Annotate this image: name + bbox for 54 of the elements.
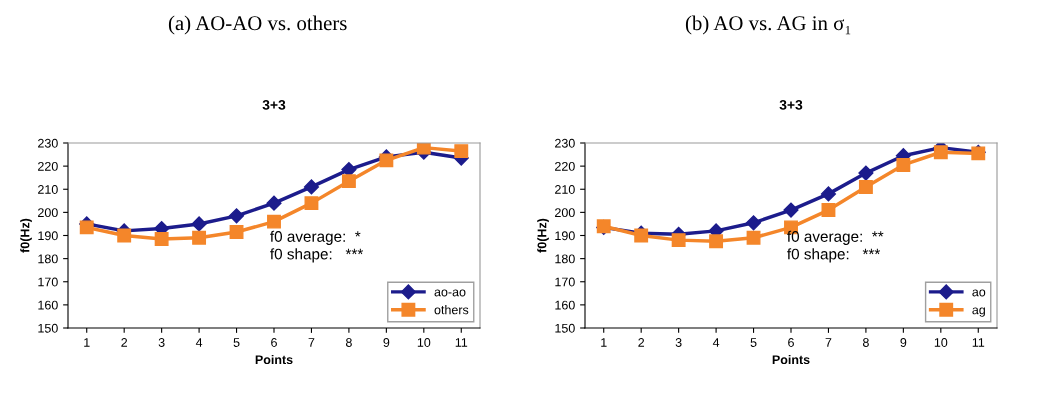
y-tick-label: 180	[555, 254, 575, 264]
x-tick-label: 4	[195, 338, 203, 347]
x-tick-label: 3	[158, 338, 165, 347]
y-tick-label: 170	[555, 277, 575, 287]
chart-subtitle: 3+3	[262, 99, 286, 110]
x-tick-label: 2	[638, 338, 645, 347]
y-tick-label: 150	[555, 323, 575, 333]
x-tick-label: 7	[308, 338, 315, 347]
x-tick-label: 5	[233, 338, 240, 347]
y-tick-label: 220	[555, 161, 575, 171]
x-tick-label: 4	[712, 338, 720, 347]
y-tick-label: 200	[38, 208, 58, 218]
x-tick-label: 5	[750, 338, 757, 347]
x-tick-label: 6	[271, 338, 277, 347]
y-tick-label: 200	[555, 208, 575, 218]
x-axis-title: Points	[772, 354, 810, 365]
x-tick-label: 8	[345, 338, 352, 347]
y-tick-label: 220	[38, 161, 58, 171]
x-tick-label: 3	[675, 338, 682, 347]
y-tick-label: 160	[555, 300, 575, 310]
y-axis-title: f0(Hz)	[537, 218, 549, 253]
x-tick-label: 6	[788, 338, 794, 347]
chart-title: (a) AO-AO vs. others	[168, 15, 347, 35]
legend-label: others	[434, 305, 469, 315]
y-tick-label: 160	[38, 300, 58, 310]
chart-subtitle: 3+3	[779, 99, 803, 110]
x-tick-label: 1	[84, 338, 90, 347]
y-tick-label: 190	[38, 231, 58, 241]
x-tick-label: 8	[862, 338, 869, 347]
annotation: f0 average: ** f0 shape: ***	[787, 230, 884, 263]
y-tick-label: 230	[555, 138, 575, 148]
x-tick-label: 11	[455, 338, 468, 347]
x-tick-label: 7	[825, 338, 832, 347]
x-tick-label: 2	[121, 338, 128, 347]
y-tick-label: 150	[38, 323, 58, 333]
legend-label: ao-ao	[434, 289, 466, 297]
y-axis-title: f0(Hz)	[20, 218, 32, 253]
y-tick-label: 190	[555, 231, 575, 241]
y-tick-label: 210	[555, 185, 575, 194]
y-tick-label: 210	[38, 185, 58, 194]
y-tick-label: 180	[38, 254, 58, 264]
annotation: f0 average: * f0 shape: ***	[270, 230, 364, 263]
y-tick-label: 230	[38, 138, 58, 148]
legend-label: ao	[972, 289, 986, 297]
legend-label: ag	[972, 307, 985, 317]
chart-title: (b) AO vs. AG in σ₁	[685, 15, 851, 35]
x-tick-label: 1	[601, 338, 607, 347]
x-tick-label: 9	[383, 338, 390, 347]
y-tick-label: 170	[38, 277, 58, 287]
x-axis-title: Points	[255, 354, 293, 365]
x-tick-label: 10	[934, 338, 948, 347]
x-tick-label: 10	[417, 338, 431, 347]
x-tick-label: 11	[972, 338, 985, 347]
x-tick-label: 9	[900, 338, 907, 347]
